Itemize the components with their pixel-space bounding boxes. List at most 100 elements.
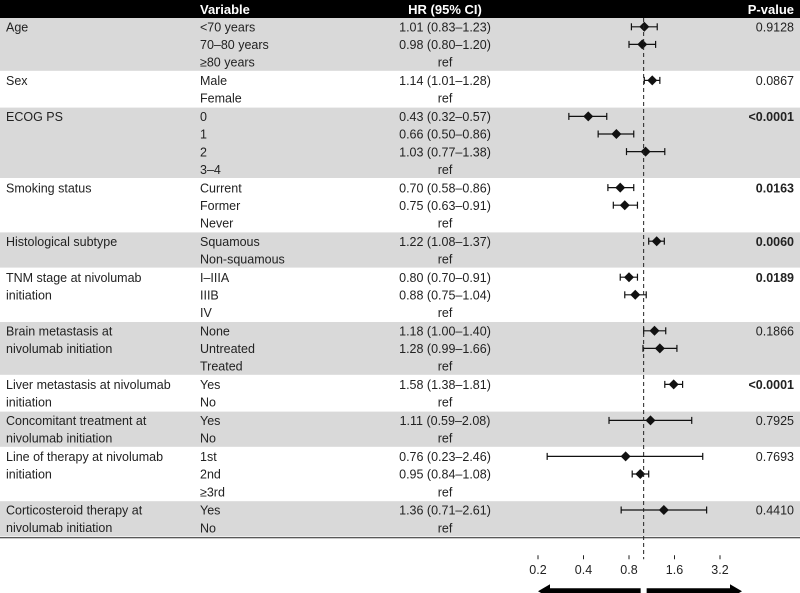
level-label: No	[200, 432, 216, 446]
hr-ci-text: 0.70 (0.58–0.86)	[399, 181, 491, 195]
p-value: <0.0001	[748, 110, 794, 124]
forest-marks	[546, 21, 708, 515]
p-value: 0.7925	[756, 414, 794, 428]
variable-label: Smoking status	[6, 181, 91, 195]
hr-diamond	[615, 182, 626, 193]
hr-ci-text: ref	[438, 56, 453, 70]
variable-label: nivolumab initiation	[6, 432, 112, 446]
group-2: ECOG PS <0.0001 0 0.43 (0.32–0.57) 1 0.66 (0.…	[0, 107, 800, 178]
hr-ci-text: 0.98 (0.80–1.20)	[399, 38, 491, 52]
hr-diamond	[637, 39, 648, 50]
hr-ci-text: ref	[438, 163, 453, 177]
variable-label: Corticosteroid therapy at	[6, 504, 143, 518]
estimate-mark	[546, 451, 704, 462]
table-rows: Age 0.9128 <70 years 1.01 (0.83–1.23) 70–80 …	[0, 18, 800, 537]
level-label: 0	[200, 110, 207, 124]
group-10: Corticosteroid therapy at nivolumab initi…	[0, 501, 800, 537]
variable-label: Line of therapy at nivolumab	[6, 450, 163, 464]
estimate-mark	[625, 146, 666, 157]
variable-label: Sex	[6, 74, 28, 88]
group-shade	[0, 232, 800, 268]
hr-ci-text: ref	[438, 521, 453, 535]
hr-ci-text: ref	[438, 396, 453, 410]
estimate-mark	[607, 182, 635, 193]
group-8: Concomitant treatment at nivolumab initia…	[0, 411, 800, 447]
estimate-mark	[628, 39, 657, 50]
hr-diamond	[620, 451, 631, 462]
level-label: <70 years	[200, 21, 255, 35]
variable-label: Concomitant treatment at	[6, 414, 147, 428]
group-9: Line of therapy at nivolumab initiation 0.…	[6, 450, 794, 499]
p-value: 0.0163	[756, 181, 794, 195]
p-value: <0.0001	[748, 378, 794, 392]
hr-ci-text: ref	[438, 485, 453, 499]
hr-diamond	[639, 21, 650, 32]
header-pvalue: P-value	[748, 2, 794, 17]
hr-ci-text: ref	[438, 432, 453, 446]
group-shade	[0, 107, 800, 178]
hr-diamond	[654, 343, 665, 354]
hr-diamond	[651, 236, 662, 247]
hr-ci-text: 1.14 (1.01–1.28)	[399, 74, 491, 88]
hr-diamond	[645, 415, 656, 426]
estimate-mark	[631, 469, 650, 479]
group-1: Sex 0.0867 Male 1.14 (1.01–1.28) Female ref	[6, 74, 794, 106]
hr-diamond	[668, 379, 679, 390]
p-value: 0.9128	[756, 21, 794, 35]
level-label: IV	[200, 306, 212, 320]
variable-label: TNM stage at nivolumab	[6, 271, 142, 285]
hr-ci-text: 0.75 (0.63–0.91)	[399, 199, 491, 213]
level-label: None	[200, 325, 230, 339]
estimate-mark	[568, 111, 608, 122]
estimate-mark	[643, 75, 661, 86]
group-4: Histological subtype 0.0060 Squamous 1.22 (…	[0, 232, 800, 268]
level-label: Non-squamous	[200, 253, 285, 267]
variable-label: initiation	[6, 468, 52, 482]
hr-ci-text: 1.01 (0.83–1.23)	[399, 21, 491, 35]
level-label: No	[200, 521, 216, 535]
variable-label: Age	[6, 21, 28, 35]
hr-diamond	[649, 325, 660, 336]
right-arrow-shape	[646, 584, 742, 593]
group-6: Brain metastasis at nivolumab initiation 0…	[0, 322, 800, 375]
hr-ci-text: 1.22 (1.08–1.37)	[399, 235, 491, 249]
hr-ci-text: 1.11 (0.59–2.08)	[400, 414, 491, 428]
hr-ci-text: ref	[438, 253, 453, 267]
p-value: 0.0060	[756, 235, 794, 249]
hr-diamond	[658, 505, 669, 515]
level-label: Never	[200, 217, 233, 231]
variable-label: Brain metastasis at	[6, 325, 113, 339]
hr-diamond	[619, 200, 630, 211]
hr-diamond	[611, 129, 622, 139]
level-label: Treated	[200, 360, 243, 374]
x-tick-label: 3.2	[711, 563, 728, 577]
hr-diamond	[630, 289, 641, 300]
level-label: Female	[200, 92, 242, 106]
hr-ci-text: ref	[438, 92, 453, 106]
estimate-mark	[664, 379, 684, 390]
variable-label: nivolumab initiation	[6, 342, 112, 356]
estimate-mark	[630, 21, 658, 32]
hr-ci-text: 0.95 (0.84–1.08)	[399, 468, 491, 482]
level-label: 70–80 years	[200, 38, 269, 52]
p-value: 0.7693	[756, 450, 794, 464]
level-label: I–IIIA	[200, 271, 230, 285]
hr-ci-text: 0.76 (0.23–2.46)	[399, 450, 491, 464]
variable-label: initiation	[6, 288, 52, 302]
level-label: 2	[200, 145, 207, 159]
x-tick-label: 1.6	[666, 563, 683, 577]
hr-ci-text: 1.58 (1.38–1.81)	[399, 378, 491, 392]
level-label: 1st	[200, 450, 217, 464]
x-axis: 0.20.40.81.63.2Longer OSShorter OS	[0, 18, 800, 593]
estimate-mark	[643, 325, 667, 336]
level-label: 1	[200, 128, 207, 142]
hr-ci-text: 1.03 (0.77–1.38)	[399, 145, 491, 159]
level-label: Male	[200, 74, 227, 88]
level-label: 3–4	[200, 163, 221, 177]
variable-label: nivolumab initiation	[6, 521, 112, 535]
level-label: Yes	[200, 414, 220, 428]
estimate-mark	[642, 343, 678, 354]
level-label: Current	[200, 181, 242, 195]
level-label: Yes	[200, 378, 220, 392]
